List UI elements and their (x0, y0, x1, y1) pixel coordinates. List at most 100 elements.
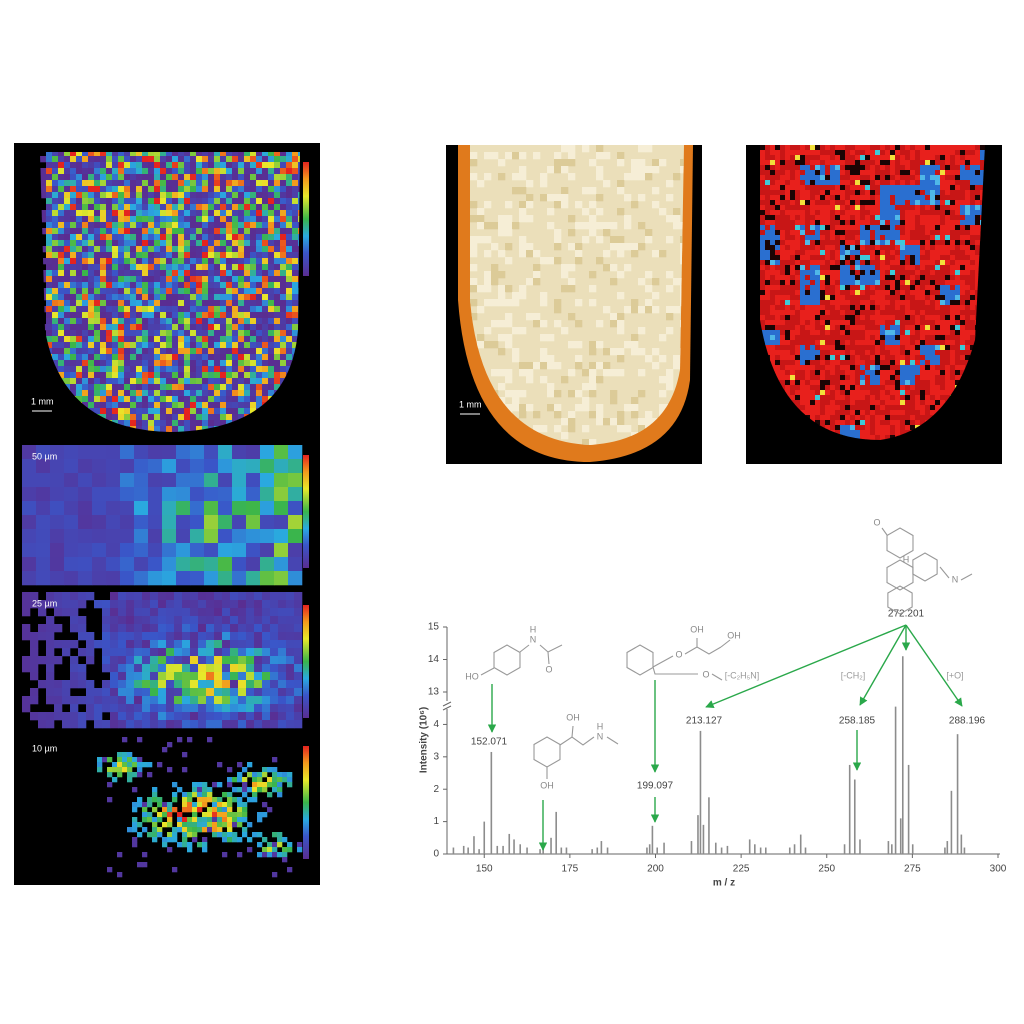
image-pixel (58, 156, 65, 163)
image-pixel (130, 258, 137, 265)
image-pixel (238, 414, 245, 421)
image-pixel (890, 165, 896, 171)
image-pixel (617, 187, 625, 195)
image-pixel (112, 342, 119, 349)
image-pixel (142, 180, 149, 187)
image-pixel (112, 330, 119, 337)
image-pixel (97, 767, 103, 773)
image-pixel (830, 145, 836, 151)
image-pixel (659, 376, 667, 384)
image-pixel (540, 348, 548, 356)
image-pixel (102, 704, 111, 713)
image-pixel (617, 236, 625, 244)
image-pixel (102, 600, 111, 609)
image-pixel (287, 847, 293, 853)
image-pixel (870, 165, 876, 171)
image-pixel (940, 145, 946, 151)
image-pixel (835, 285, 841, 291)
image-pixel (184, 420, 191, 427)
image-pixel (110, 640, 119, 649)
image-pixel (659, 390, 667, 398)
image-pixel (795, 190, 801, 196)
image-pixel (274, 501, 289, 516)
image-pixel (795, 175, 801, 181)
image-pixel (166, 294, 173, 301)
image-pixel (122, 737, 128, 743)
image-pixel (256, 282, 263, 289)
image-pixel (52, 318, 59, 325)
image-pixel (230, 640, 239, 649)
image-pixel (256, 270, 263, 277)
image-pixel (960, 255, 966, 261)
image-pixel (925, 215, 931, 221)
image-pixel (533, 362, 541, 370)
image-pixel (158, 680, 167, 689)
image-pixel (624, 306, 632, 314)
image-pixel (820, 260, 826, 266)
image-pixel (870, 150, 876, 156)
image-pixel (498, 250, 506, 258)
image-pixel (865, 175, 871, 181)
image-pixel (292, 234, 299, 241)
image-pixel (645, 306, 653, 314)
image-pixel (770, 270, 776, 276)
image-pixel (94, 180, 101, 187)
image-pixel (673, 362, 681, 370)
image-pixel (790, 270, 796, 276)
image-pixel (274, 228, 281, 235)
image-pixel (226, 384, 233, 391)
image-pixel (810, 240, 816, 246)
image-pixel (935, 215, 941, 221)
image-pixel (582, 187, 590, 195)
image-pixel (780, 250, 786, 256)
image-pixel (940, 190, 946, 196)
image-pixel (136, 228, 143, 235)
image-pixel (890, 145, 896, 151)
image-pixel (805, 155, 811, 161)
image-pixel (136, 186, 143, 193)
image-pixel (184, 378, 191, 385)
image-pixel (167, 832, 173, 838)
image-pixel (277, 792, 283, 798)
image-pixel (835, 190, 841, 196)
image-pixel (70, 162, 77, 169)
image-pixel (274, 276, 281, 283)
image-pixel (895, 245, 901, 251)
image-pixel (805, 190, 811, 196)
image-pixel (770, 190, 776, 196)
image-pixel (935, 170, 941, 176)
image-pixel (58, 222, 65, 229)
image-pixel (102, 648, 111, 657)
image-pixel (142, 807, 148, 813)
image-pixel (935, 210, 941, 216)
image-pixel (136, 252, 143, 259)
image-pixel (930, 230, 936, 236)
image-pixel (176, 487, 191, 502)
image-pixel (286, 300, 293, 307)
image-pixel (272, 872, 278, 878)
image-pixel (925, 285, 931, 291)
image-pixel (238, 640, 247, 649)
image-pixel (166, 240, 173, 247)
image-pixel (268, 330, 275, 337)
image-pixel (214, 192, 221, 199)
image-pixel (158, 672, 167, 681)
image-pixel (184, 354, 191, 361)
image-pixel (855, 180, 861, 186)
image-pixel (162, 812, 168, 818)
image-pixel (292, 342, 299, 349)
image-pixel (955, 275, 961, 281)
image-pixel (770, 240, 776, 246)
image-pixel (172, 797, 178, 803)
image-pixel (292, 156, 299, 163)
image-pixel (244, 300, 251, 307)
image-pixel (935, 270, 941, 276)
image-pixel (40, 246, 47, 253)
image-pixel (232, 445, 247, 460)
image-pixel (945, 170, 951, 176)
image-pixel (900, 160, 906, 166)
image-pixel (172, 180, 179, 187)
image-pixel (890, 195, 896, 201)
image-pixel (785, 170, 791, 176)
image-pixel (124, 288, 131, 295)
